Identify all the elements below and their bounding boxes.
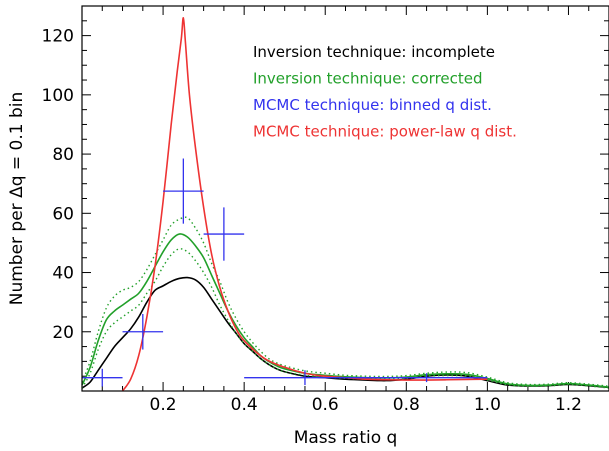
- y-tick-label: 100: [42, 86, 74, 106]
- legend-entry: MCMC technique: power-law q dist.: [253, 123, 517, 141]
- series-corrected-lower-line: [81, 248, 609, 389]
- x-tick-label: 0.6: [312, 395, 339, 415]
- plot-frame: [81, 5, 609, 392]
- x-tick-label: 0.4: [231, 395, 258, 415]
- tick-marks: [82, 5, 609, 391]
- tick-labels: 0.2 0.4 0.6 0.8 1.0 1.2 20 40 60 80 100 120: [42, 27, 582, 415]
- legend-entry: Inversion technique: corrected: [253, 70, 483, 88]
- x-tick-label: 1.0: [474, 395, 501, 415]
- data-points: [82, 158, 488, 387]
- y-tick-label: 120: [42, 27, 74, 47]
- y-tick-label: 80: [52, 145, 74, 165]
- y-tick-label: 40: [52, 264, 74, 284]
- mcmc-binned-point: [82, 368, 123, 387]
- x-tick-label: 0.8: [393, 395, 420, 415]
- y-tick-label: 60: [52, 204, 74, 224]
- legend-entry: MCMC technique: binned q dist.: [253, 96, 492, 114]
- legend: Inversion technique: incomplete Inversion…: [253, 43, 517, 141]
- mcmc-binned-point: [244, 370, 366, 386]
- mcmc-binned-point: [163, 158, 204, 224]
- series-lines: [81, 17, 609, 392]
- series-powerlaw-line: [121, 17, 488, 392]
- x-axis-label: Mass ratio q: [294, 428, 398, 448]
- x-tick-label: 0.2: [150, 395, 177, 415]
- series-incomplete-line: [81, 276, 609, 389]
- y-tick-label: 20: [52, 323, 74, 343]
- y-axis-label: Number per Δq = 0.1 bin: [7, 92, 27, 306]
- legend-entry: Inversion technique: incomplete: [253, 43, 495, 61]
- mcmc-binned-point: [203, 207, 245, 261]
- series-corrected-upper-line: [81, 216, 609, 387]
- mcmc-binned-point: [122, 314, 164, 350]
- series-corrected-line: [81, 233, 609, 388]
- x-tick-label: 1.2: [555, 395, 582, 415]
- mcmc-binned-point: [365, 373, 488, 383]
